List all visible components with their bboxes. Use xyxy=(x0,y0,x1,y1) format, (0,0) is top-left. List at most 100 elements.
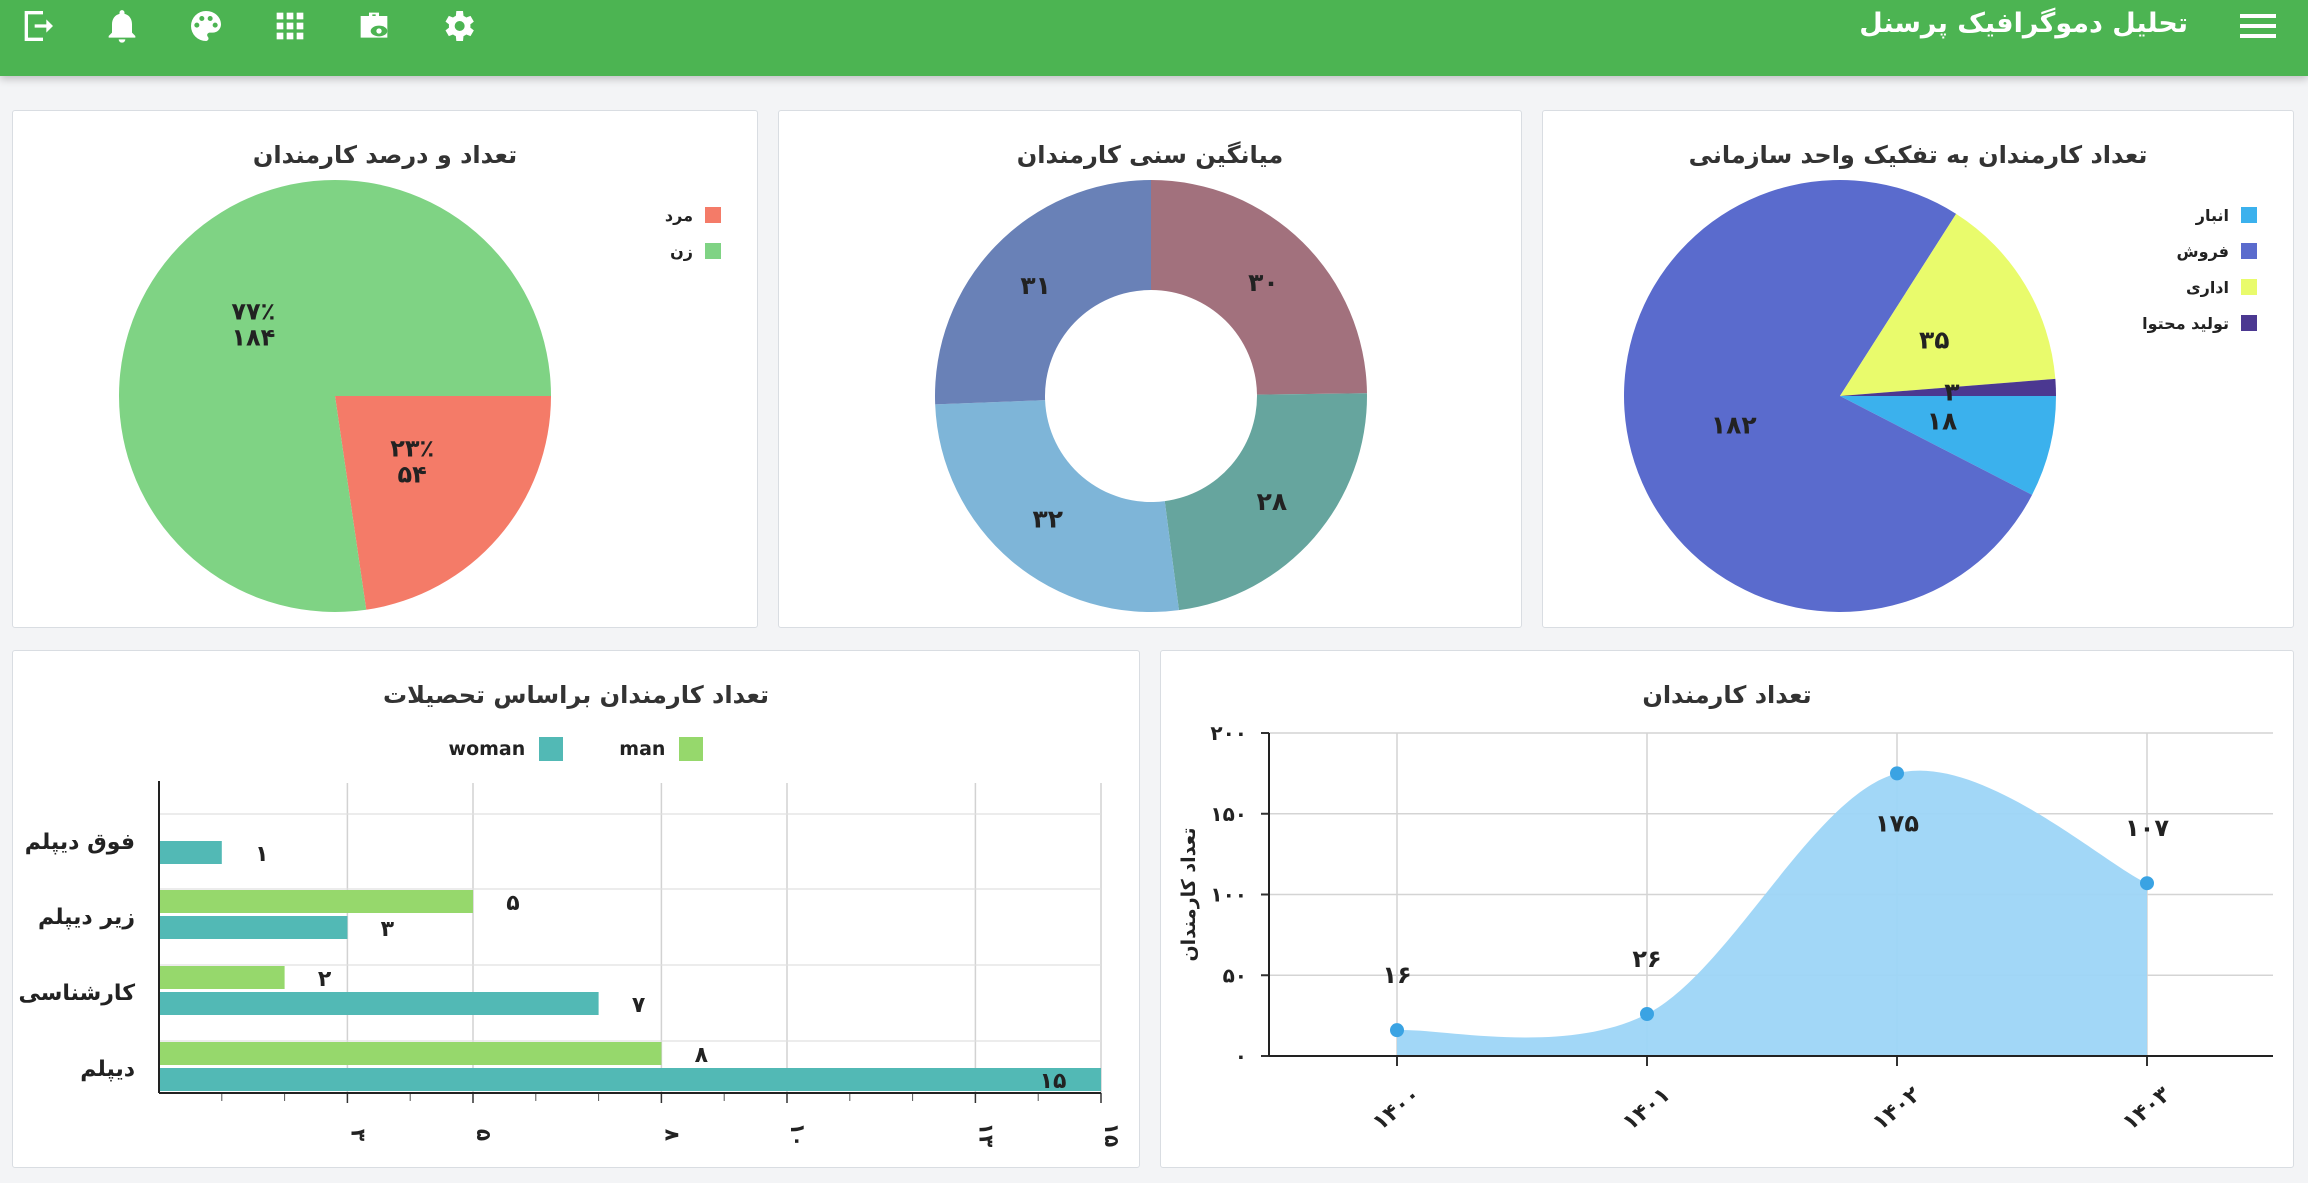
legend-label: زن xyxy=(670,241,693,261)
slice-value-label: ۱۸۲ xyxy=(1711,411,1757,440)
slice-percent-label: ۲۳٪ xyxy=(390,435,434,463)
data-point xyxy=(1390,1023,1404,1038)
hamburger-menu-icon[interactable] xyxy=(2240,12,2276,40)
age-donut-chart: ۳۰ ۲۸ ۳۲ ۳۱ xyxy=(935,180,1367,612)
legend-item[interactable]: man xyxy=(619,737,704,761)
bar-woman xyxy=(159,841,222,864)
bar-man xyxy=(159,1042,662,1065)
gender-chart-card: تعداد و درصد کارمندان ۲۳٪ ۵۴ ۷۷٪ ۱۸۴ مرد زن xyxy=(12,110,758,628)
x-tick-label: ۱۴۰۳ xyxy=(2118,1082,2176,1136)
pie-slice xyxy=(335,396,551,610)
slice-value-label: ۳۲ xyxy=(1033,504,1064,533)
pie-slice xyxy=(935,400,1179,612)
bar-man xyxy=(159,966,285,989)
x-tick-label: ۸ xyxy=(660,1129,684,1141)
slice-value-label: ۱۸۴ xyxy=(231,323,275,351)
legend-item[interactable]: مرد xyxy=(665,197,721,233)
y-axis-label: تعداد کارمندان xyxy=(1178,827,1200,961)
y-tick-label: فوق دیپلم xyxy=(25,830,135,855)
page-title: تحلیل دموگرافیک پرسنل xyxy=(1859,8,2188,39)
bar-woman xyxy=(159,916,348,939)
pie-slice xyxy=(1164,393,1367,611)
pie-slice xyxy=(1840,213,2056,396)
palette-icon[interactable] xyxy=(186,6,226,46)
legend-item[interactable]: فروش xyxy=(2142,233,2257,269)
pie-slice xyxy=(1624,179,2033,612)
legend-swatch xyxy=(2241,207,2257,223)
y-tick-label: کارشناسی xyxy=(19,981,136,1006)
data-label: ۲۶ xyxy=(1632,945,1661,973)
legend-item[interactable]: اداری xyxy=(2142,269,2257,305)
legend-swatch xyxy=(705,243,721,259)
department-pie-chart: ۱۸ ۱۸۲ ۳۵ ۳ xyxy=(1624,179,2056,612)
exit-icon[interactable] xyxy=(18,6,58,46)
data-point xyxy=(1890,766,1904,781)
bar-value-label: ۱۵ xyxy=(1040,1069,1067,1094)
briefcase-eye-icon[interactable] xyxy=(354,6,394,46)
x-tick-label: ۱۳ xyxy=(974,1123,998,1147)
legend-swatch xyxy=(2241,315,2257,331)
pie-slice xyxy=(1151,180,1367,395)
legend-swatch xyxy=(539,737,564,761)
bar-value-label: ۷ xyxy=(632,993,646,1018)
x-tick-label: ۱۰ xyxy=(786,1123,810,1147)
slice-value-label: ۱۸ xyxy=(1927,407,1958,436)
slice-value-label: ۳۱ xyxy=(1020,271,1051,300)
pie-slice xyxy=(1840,396,2056,495)
data-point xyxy=(2140,876,2154,891)
gender-pie-chart: ۲۳٪۵۴ ۷۷٪۱۸۴ xyxy=(119,180,552,612)
x-tick-label: ۱۴۰۲ xyxy=(1868,1082,1926,1136)
pie-slice xyxy=(119,180,552,612)
x-tick-label: ۱۵ xyxy=(1100,1123,1124,1147)
chart-legend: انبار فروش اداری تولید محتوا xyxy=(2142,197,2257,341)
legend-swatch xyxy=(2241,243,2257,259)
chart-legend: woman man xyxy=(13,737,1139,761)
pie-slice xyxy=(935,180,1151,405)
legend-label: man xyxy=(619,738,666,760)
slice-percent-label: ۷۷٪ xyxy=(231,297,275,325)
bell-icon[interactable] xyxy=(102,6,142,46)
apps-grid-icon[interactable] xyxy=(270,6,310,46)
legend-swatch xyxy=(705,207,721,223)
legend-label: مرد xyxy=(664,205,693,225)
legend-swatch xyxy=(679,737,704,761)
legend-swatch xyxy=(2241,279,2257,295)
x-tick-label: ۱۴۰۱ xyxy=(1618,1082,1675,1136)
data-point xyxy=(1640,1007,1654,1022)
chart-title: میانگین سنی کارمندان xyxy=(1016,141,1284,169)
chart-title: تعداد کارمندان xyxy=(1642,681,1812,709)
legend-item[interactable]: woman xyxy=(449,737,564,761)
app-header: تحلیل دموگرافیک پرسنل xyxy=(0,0,2308,76)
legend-item[interactable]: زن xyxy=(665,233,721,269)
y-tick-label: ۱۵۰ xyxy=(1210,802,1247,826)
chart-title: تعداد کارمندان به تفکیک واحد سازمانی xyxy=(1688,141,2148,169)
legend-item[interactable]: تولید محتوا xyxy=(2142,305,2257,341)
age-chart-card: میانگین سنی کارمندان ۳۰ ۲۸ ۳۲ ۳۱ xyxy=(778,110,1522,628)
y-tick-label: ۰ xyxy=(1235,1044,1247,1068)
legend-item[interactable]: انبار xyxy=(2142,197,2257,233)
employee-count-area-chart: ۰ ۵۰ ۱۰۰ ۱۵۰ ۲۰۰ ۱۴۰۰ ۱۴۰۱ ۱۴۰۲ ۱۴۰۳ ۱۶ ۲۶ ۱۷۵ ۱۰۷ تع… xyxy=(1178,721,2273,1136)
slice-value-label: ۳ xyxy=(1944,378,1959,407)
area-series xyxy=(1397,770,2147,1056)
bar-woman xyxy=(159,992,599,1015)
legend-label: woman xyxy=(448,738,526,760)
department-chart-card: تعداد کارمندان به تفکیک واحد سازمانی ۱۸ ۱… xyxy=(1542,110,2294,628)
bar-woman xyxy=(159,1068,1101,1091)
education-chart-card: تعداد کارمندان براساس تحصیلات woman man … xyxy=(12,650,1140,1168)
bar-value-label: ۵ xyxy=(506,891,519,916)
legend-label: فروش xyxy=(2176,241,2229,261)
data-label: ۱۷۵ xyxy=(1875,809,1919,837)
y-tick-label: ۱۰۰ xyxy=(1210,883,1247,907)
slice-value-label: ۳۰ xyxy=(1248,268,1279,297)
chart-legend: مرد زن xyxy=(665,197,721,269)
slice-value-label: ۳۵ xyxy=(1919,325,1950,354)
settings-gear-icon[interactable] xyxy=(438,6,478,46)
data-label: ۱۶ xyxy=(1382,961,1411,989)
y-tick-label: دیپلم xyxy=(80,1057,135,1082)
slice-value-label: ۵۴ xyxy=(398,461,427,489)
employee-count-chart-card: تعداد کارمندان ۰ ۵۰ ۱۰۰ ۱۵۰ ۲۰۰ ۱۴۰۰ ۱۴۰۱ ۱۴۰۲ ۱… xyxy=(1160,650,2294,1168)
data-label: ۱۰۷ xyxy=(2125,814,2169,842)
x-tick-label: ۵ xyxy=(472,1129,496,1141)
bar-value-label: ۲ xyxy=(318,967,332,992)
x-tick-label: ۳ xyxy=(346,1129,370,1141)
